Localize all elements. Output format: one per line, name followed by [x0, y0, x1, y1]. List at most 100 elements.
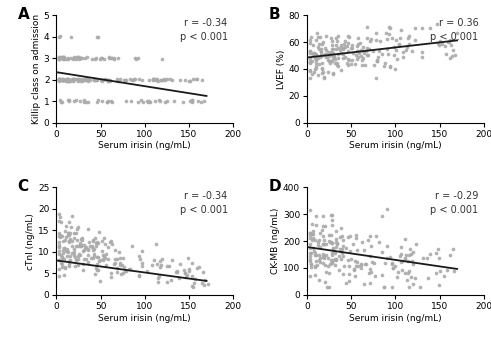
Point [197, 99, 205, 105]
Point [399, 49, 407, 55]
Point [55, 55, 63, 61]
Point [72, 257, 80, 263]
Point [143, 99, 151, 104]
Point [385, 25, 393, 30]
Point [447, 42, 455, 48]
Point [328, 212, 336, 217]
Point [145, 98, 153, 103]
Point [446, 38, 454, 43]
Point [354, 43, 361, 49]
Point [427, 25, 435, 30]
Point [370, 261, 378, 266]
Point [362, 48, 370, 53]
Point [184, 256, 191, 261]
Point [65, 261, 73, 266]
Point [128, 77, 136, 82]
Point [396, 253, 404, 259]
Point [55, 248, 63, 253]
Point [56, 76, 64, 82]
Point [315, 237, 323, 243]
Point [321, 263, 329, 268]
Point [65, 232, 73, 237]
Point [345, 264, 353, 269]
Point [319, 253, 327, 258]
Point [329, 47, 337, 52]
Point [57, 252, 65, 257]
Point [170, 98, 178, 104]
Point [374, 54, 382, 59]
Point [394, 270, 402, 275]
Point [329, 71, 337, 77]
Point [325, 58, 333, 63]
Point [314, 54, 322, 59]
Point [354, 48, 361, 54]
Point [444, 39, 452, 45]
Point [113, 256, 121, 261]
Point [360, 247, 368, 253]
Point [92, 77, 100, 82]
Point [393, 57, 401, 62]
Point [399, 54, 407, 59]
Point [436, 38, 444, 43]
Point [392, 48, 400, 53]
Point [342, 280, 350, 285]
Point [98, 248, 106, 253]
Text: r = -0.29
p < 0.001: r = -0.29 p < 0.001 [430, 190, 478, 215]
Point [366, 267, 374, 272]
Point [189, 283, 196, 288]
Point [327, 239, 335, 244]
Point [57, 265, 65, 270]
Point [333, 60, 341, 65]
Point [156, 98, 164, 103]
Point [390, 53, 398, 58]
Point [333, 38, 341, 44]
Point [61, 77, 69, 82]
Point [337, 225, 345, 230]
Point [68, 76, 76, 82]
Point [318, 71, 326, 76]
Point [401, 255, 409, 261]
Point [67, 34, 75, 40]
Point [373, 57, 381, 63]
Point [367, 269, 375, 274]
Point [344, 56, 352, 61]
Point [161, 99, 168, 104]
Point [59, 77, 67, 82]
Point [77, 76, 85, 82]
Point [71, 249, 79, 254]
Point [57, 99, 65, 104]
Point [378, 52, 385, 57]
Point [409, 249, 417, 255]
Point [55, 78, 63, 83]
Point [102, 262, 110, 267]
Point [363, 45, 371, 50]
Point [117, 271, 125, 276]
Point [89, 247, 97, 252]
Point [74, 224, 82, 230]
Point [401, 237, 409, 242]
Point [71, 77, 79, 82]
Point [402, 47, 410, 53]
Point [339, 55, 347, 60]
Point [306, 50, 314, 56]
Point [411, 37, 419, 42]
Point [368, 259, 376, 265]
Point [448, 53, 456, 58]
Point [77, 243, 85, 248]
Point [92, 240, 100, 246]
Point [59, 250, 67, 255]
Point [135, 272, 143, 278]
Point [158, 263, 165, 268]
Point [306, 60, 314, 65]
Point [135, 55, 142, 60]
Point [155, 274, 163, 279]
Point [94, 240, 102, 246]
Point [116, 262, 124, 268]
Point [55, 78, 63, 84]
Point [358, 62, 366, 68]
Point [443, 267, 451, 273]
Point [408, 274, 415, 280]
Point [55, 78, 63, 83]
Point [396, 36, 404, 41]
Point [55, 235, 63, 240]
